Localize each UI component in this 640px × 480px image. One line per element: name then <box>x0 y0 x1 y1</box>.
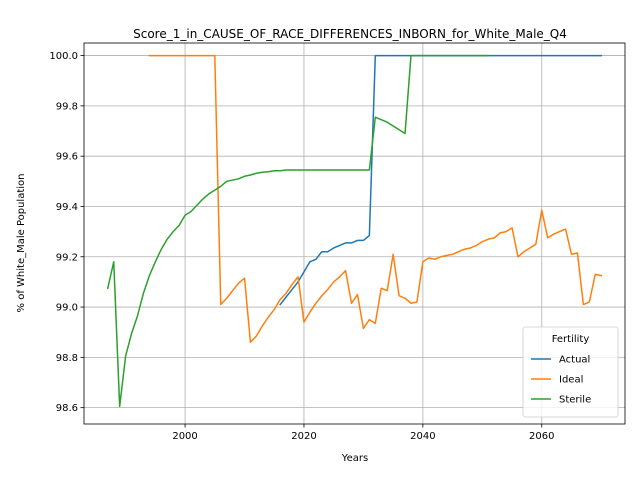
y-tick-label: 99.4 <box>56 202 78 213</box>
legend-label-actual: Actual <box>559 355 590 366</box>
y-tick-label: 99.0 <box>56 303 78 314</box>
x-tick-label: 2060 <box>529 431 554 442</box>
x-tick-label: 2040 <box>410 431 435 442</box>
legend-label-ideal: Ideal <box>559 375 583 386</box>
y-tick-label: 99.6 <box>56 152 78 163</box>
axis-ticks: 2000 2020 2040 2060 98.6 98.8 99.0 99.2 99.4 99.6… <box>49 51 554 442</box>
legend-title: Fertility <box>552 334 590 345</box>
series-line-actual <box>279 54 602 306</box>
series-line-sterile <box>106 54 490 408</box>
y-axis-label: % of White_Male Population <box>16 174 27 313</box>
y-tick-label: 99.2 <box>56 252 78 263</box>
series-line-ideal <box>148 54 603 344</box>
plot-frame <box>83 42 626 425</box>
y-tick-label: 98.8 <box>56 353 78 364</box>
x-tick-label: 2020 <box>291 431 316 442</box>
legend-box <box>522 326 619 418</box>
x-tick-label: 2000 <box>172 431 197 442</box>
y-tick-label: 98.6 <box>56 403 78 414</box>
chart-title: Score_1_in_CAUSE_OF_RACE_DIFFERENCES_INB… <box>133 27 567 41</box>
series-layer <box>106 54 603 408</box>
legend-label-sterile: Sterile <box>559 395 591 406</box>
y-tick-label: 100.0 <box>49 51 78 62</box>
x-axis-label: Years <box>341 453 368 464</box>
y-tick-label: 99.8 <box>56 101 78 112</box>
legend: Fertility Actual Ideal Sterile <box>522 326 619 418</box>
